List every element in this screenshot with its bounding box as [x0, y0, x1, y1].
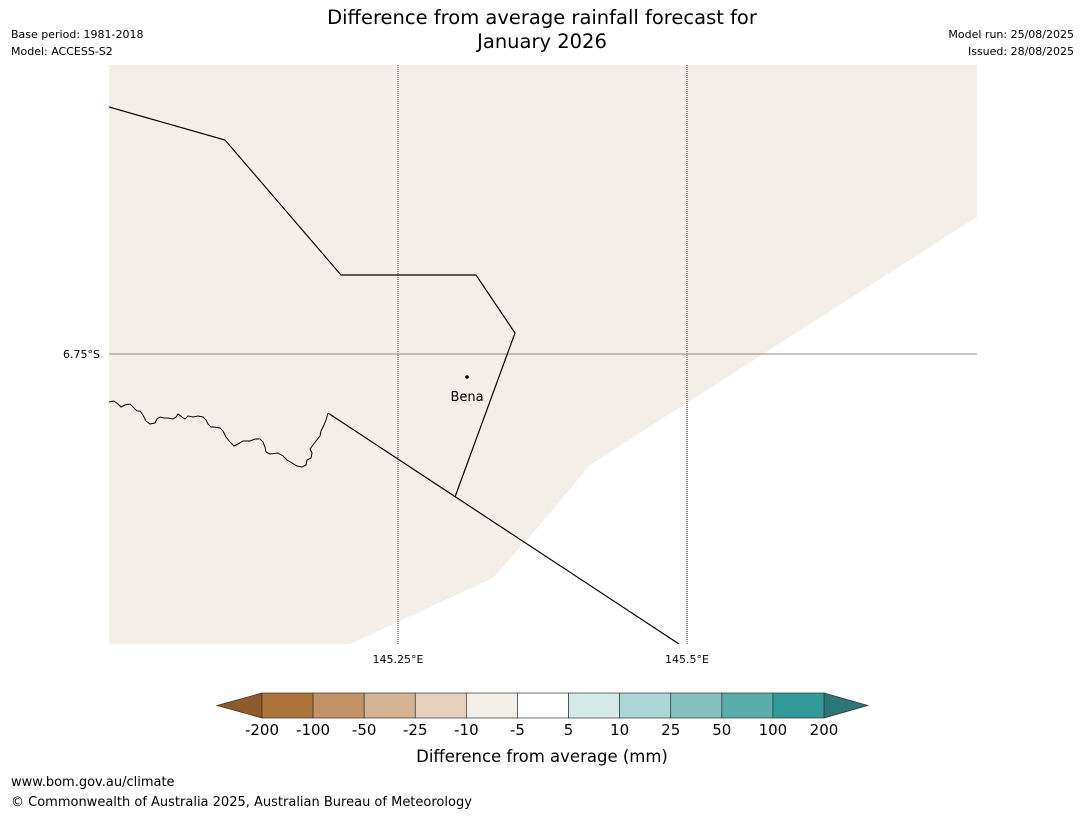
colorbar-under-arrow — [215, 692, 263, 719]
colorbar-tick-label: 25 — [661, 721, 680, 739]
metadata-right: Model run: 25/08/2025 Issued: 28/08/2025 — [948, 26, 1074, 60]
base-period-text: Base period: 1981-2018 — [11, 28, 144, 41]
map-panel: Bena — [109, 65, 977, 644]
colorbar-bin — [312, 692, 365, 719]
colorbar-bin — [619, 692, 672, 719]
colorbar-tick-label: -25 — [403, 721, 428, 739]
colorbar-bin — [414, 692, 467, 719]
colorbar-bin — [261, 692, 314, 719]
colorbar-bin — [363, 692, 416, 719]
bena-label: Bena — [450, 390, 483, 405]
colorbar-tick-label: 200 — [810, 721, 839, 739]
bena-marker — [465, 375, 469, 379]
coastline-north — [109, 400, 329, 468]
footer-copyright: © Commonwealth of Australia 2025, Austra… — [11, 795, 472, 810]
colorbar-tick-label: -200 — [245, 721, 279, 739]
issued-text: Issued: 28/08/2025 — [967, 45, 1074, 58]
metadata-left: Base period: 1981-2018 Model: ACCESS-S2 — [11, 26, 143, 60]
lat-label-6-75s: 6.75°S — [63, 348, 100, 361]
footer-website: www.bom.gov.au/climate — [11, 775, 175, 790]
colorbar-bin — [721, 692, 774, 719]
lon-label-145-5e: 145.5°E — [665, 653, 709, 666]
lon-label-145-25e: 145.25°E — [373, 653, 424, 666]
colorbar-bin — [517, 692, 569, 719]
province-border-south — [327, 412, 680, 644]
colorbar-tick-label: 10 — [610, 721, 629, 739]
title-line-1: Difference from average rainfall forecas… — [327, 6, 757, 29]
colorbar-tick-label: -10 — [454, 721, 479, 739]
colorbar-tick-label: -50 — [352, 721, 377, 739]
colorbar: -200 -100 -50 -25 -10 -5 5 10 25 50 100 200 Differe… — [215, 692, 870, 766]
model-text: Model: ACCESS-S2 — [11, 45, 113, 58]
colorbar-tick-label: 100 — [759, 721, 788, 739]
colorbar-label: Difference from average (mm) — [416, 747, 668, 766]
province-border-north — [109, 106, 516, 498]
colorbar-tick-label: 50 — [712, 721, 731, 739]
colorbar-tick-label: 5 — [564, 721, 574, 739]
colorbar-tick-label: -100 — [296, 721, 330, 739]
colorbar-bin — [772, 692, 825, 719]
colorbar-bin — [466, 692, 518, 719]
title-line-2: January 2026 — [477, 30, 607, 53]
map-title: Difference from average rainfall forecas… — [242, 6, 842, 54]
colorbar-tick-label: -5 — [510, 721, 525, 739]
colorbar-bin — [568, 692, 620, 719]
colorbar-bin — [670, 692, 723, 719]
colorbar-over-arrow — [823, 692, 870, 719]
model-run-text: Model run: 25/08/2025 — [948, 28, 1074, 41]
